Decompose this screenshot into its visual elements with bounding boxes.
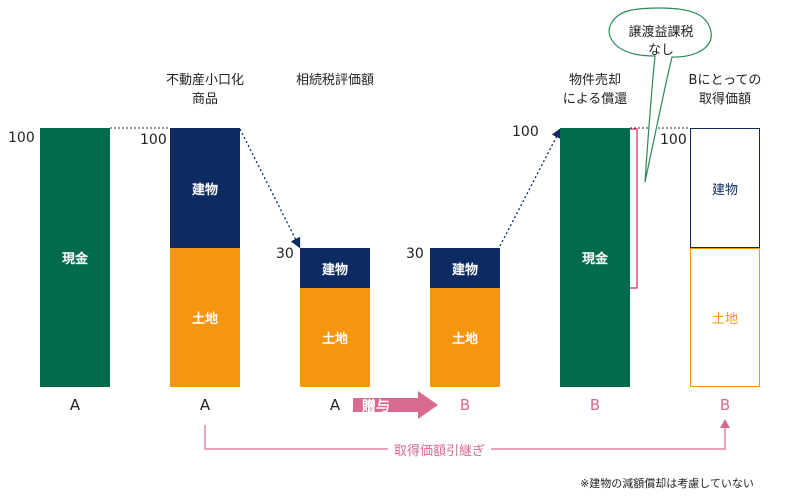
- label-b-2: B: [589, 396, 601, 414]
- header-tax-value: 相続税評価額: [295, 73, 374, 88]
- value-30-a: 30: [276, 246, 294, 262]
- dotted-arrow-up: [499, 127, 562, 247]
- bar-tax-b-land: 土地: [430, 288, 500, 387]
- label-b-3: B: [719, 396, 731, 414]
- header-acquisition: Bにとっての 取得価額: [688, 73, 762, 107]
- bar-tax-a-land: 土地: [300, 288, 370, 387]
- right-arrow-icon: [353, 391, 438, 419]
- gain-bracket: [630, 128, 638, 289]
- speech-bubble: [608, 7, 712, 183]
- bar-cash-a: 現金: [40, 128, 110, 387]
- value-100-cash: 100: [8, 130, 35, 146]
- bar-tax-a-building: 建物: [300, 248, 370, 288]
- inheritance-label: 取得価額引継ぎ: [388, 440, 492, 459]
- gift-label: 贈与: [362, 399, 390, 415]
- inheritance-arrowhead: [720, 419, 730, 428]
- header-redemption: 物件売却 による償還: [562, 73, 628, 107]
- bar-product-building: 建物: [170, 128, 240, 248]
- header-product: 不動産小口化 商品: [165, 73, 244, 107]
- bar-redeem-cash: 現金: [560, 128, 630, 387]
- label-a-2: A: [199, 396, 211, 414]
- bubble-text: 譲渡益課税 なし: [628, 25, 694, 58]
- building-brace: [637, 134, 645, 288]
- label-a-3: A: [329, 396, 341, 414]
- value-100-product: 100: [140, 132, 167, 148]
- dotted-arrow-down: [239, 128, 301, 249]
- bar-acq-land: 土地: [690, 248, 760, 387]
- value-100-acq: 100: [660, 132, 687, 148]
- value-30-b: 30: [406, 246, 424, 262]
- label-b-1: B: [459, 396, 471, 414]
- footnote: ※建物の減額償却は考慮していない: [580, 477, 754, 490]
- value-100-redeem: 100: [512, 124, 539, 140]
- label-a-1: A: [69, 396, 81, 414]
- bar-product-land: 土地: [170, 248, 240, 387]
- bar-acq-building: 建物: [690, 128, 760, 248]
- bar-tax-b-building: 建物: [430, 248, 500, 288]
